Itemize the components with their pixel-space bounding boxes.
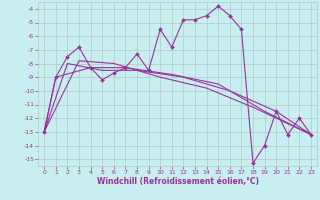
X-axis label: Windchill (Refroidissement éolien,°C): Windchill (Refroidissement éolien,°C) [97, 177, 259, 186]
